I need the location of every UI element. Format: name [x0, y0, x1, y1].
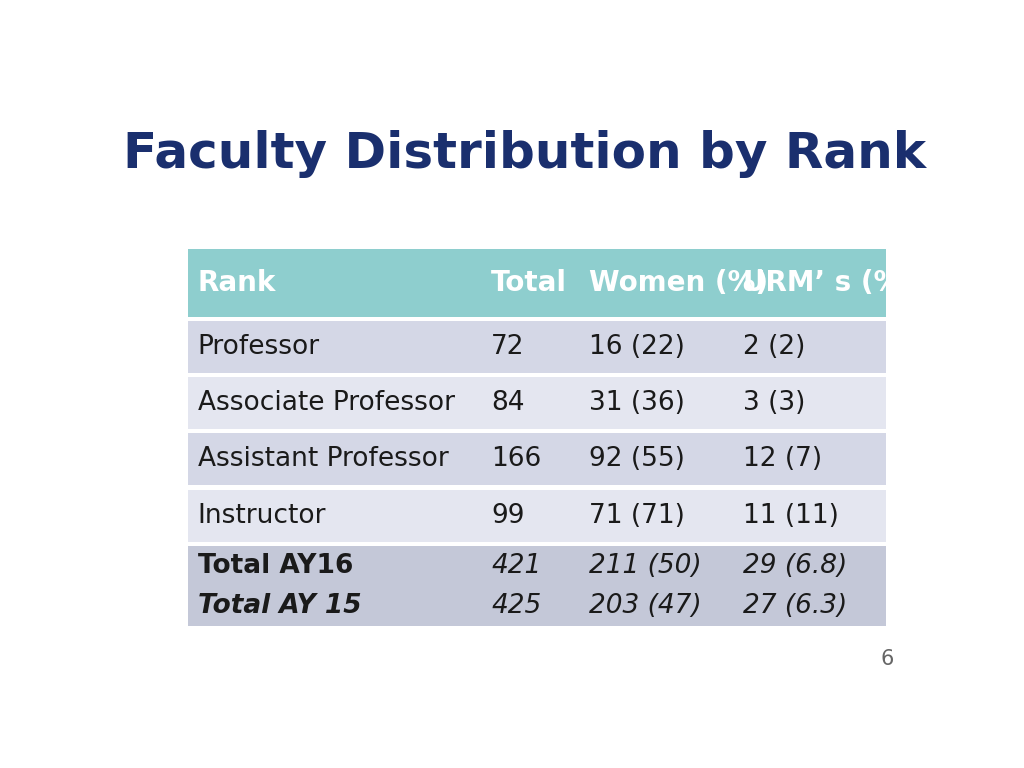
- Text: 72: 72: [492, 334, 524, 360]
- Text: 99: 99: [492, 502, 524, 528]
- FancyBboxPatch shape: [481, 489, 579, 541]
- Text: 71 (71): 71 (71): [589, 502, 685, 528]
- FancyBboxPatch shape: [579, 433, 732, 485]
- FancyBboxPatch shape: [481, 377, 579, 429]
- Text: 12 (7): 12 (7): [742, 446, 821, 472]
- Text: 421: 421: [492, 553, 542, 579]
- FancyBboxPatch shape: [579, 489, 732, 541]
- FancyBboxPatch shape: [732, 586, 886, 626]
- FancyBboxPatch shape: [579, 321, 732, 373]
- Text: 92 (55): 92 (55): [589, 446, 685, 472]
- FancyBboxPatch shape: [579, 377, 732, 429]
- FancyBboxPatch shape: [732, 489, 886, 541]
- Text: Professor: Professor: [198, 334, 319, 360]
- Text: 203 (47): 203 (47): [589, 593, 701, 618]
- Text: 29 (6.8): 29 (6.8): [742, 553, 847, 579]
- Text: Associate Professor: Associate Professor: [198, 390, 455, 416]
- FancyBboxPatch shape: [481, 433, 579, 485]
- Text: 27 (6.3): 27 (6.3): [742, 593, 847, 618]
- Text: Rank: Rank: [198, 269, 276, 297]
- FancyBboxPatch shape: [732, 249, 886, 317]
- FancyBboxPatch shape: [187, 586, 481, 626]
- FancyBboxPatch shape: [579, 249, 732, 317]
- FancyBboxPatch shape: [481, 249, 579, 317]
- Text: Women (%): Women (%): [589, 269, 768, 297]
- Text: 2 (2): 2 (2): [742, 334, 805, 360]
- Text: 211 (50): 211 (50): [589, 553, 701, 579]
- FancyBboxPatch shape: [732, 321, 886, 373]
- FancyBboxPatch shape: [187, 489, 481, 541]
- Text: Instructor: Instructor: [198, 502, 327, 528]
- FancyBboxPatch shape: [732, 546, 886, 586]
- Text: Total: Total: [492, 269, 567, 297]
- FancyBboxPatch shape: [187, 377, 481, 429]
- FancyBboxPatch shape: [732, 377, 886, 429]
- FancyBboxPatch shape: [732, 433, 886, 485]
- Text: Faculty Distribution by Rank: Faculty Distribution by Rank: [123, 131, 927, 178]
- Text: 11 (11): 11 (11): [742, 502, 839, 528]
- FancyBboxPatch shape: [187, 249, 481, 317]
- Text: 16 (22): 16 (22): [589, 334, 685, 360]
- FancyBboxPatch shape: [187, 433, 481, 485]
- FancyBboxPatch shape: [579, 586, 732, 626]
- Text: 84: 84: [492, 390, 524, 416]
- FancyBboxPatch shape: [579, 546, 732, 586]
- Text: 425: 425: [492, 593, 542, 618]
- Text: 166: 166: [492, 446, 542, 472]
- Text: 31 (36): 31 (36): [589, 390, 685, 416]
- FancyBboxPatch shape: [481, 586, 579, 626]
- Text: 3 (3): 3 (3): [742, 390, 805, 416]
- FancyBboxPatch shape: [481, 546, 579, 586]
- FancyBboxPatch shape: [187, 546, 481, 586]
- FancyBboxPatch shape: [481, 321, 579, 373]
- FancyBboxPatch shape: [187, 321, 481, 373]
- Text: Total AY 15: Total AY 15: [198, 593, 361, 618]
- Text: Total AY16: Total AY16: [198, 553, 353, 579]
- Text: URM’ s (%): URM’ s (%): [742, 269, 913, 297]
- Text: 6: 6: [881, 649, 894, 669]
- Text: Assistant Professor: Assistant Professor: [198, 446, 449, 472]
